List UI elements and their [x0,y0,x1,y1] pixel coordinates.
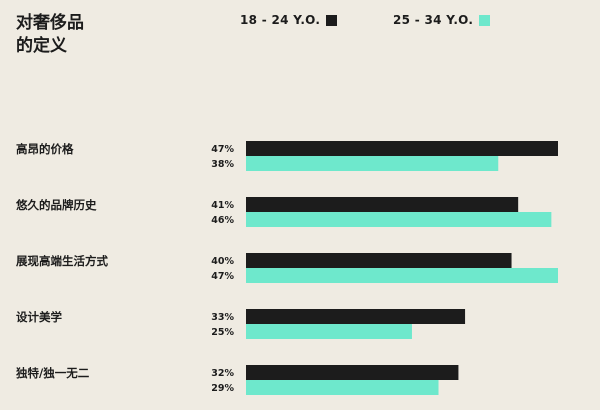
legend-swatch-18-24 [326,14,338,26]
legend-swatch-25-34 [479,14,491,26]
bar [246,141,558,156]
value-label: 38% [211,159,234,170]
bar [246,156,499,171]
value-label: 41% [211,200,234,211]
legend-item-25-34: 25 - 34 Y.O. [393,13,491,27]
value-label: 46% [211,215,234,226]
bar [246,253,512,268]
bar [246,268,558,283]
chart-title: 对奢侈品 的定义 [16,12,84,58]
value-label: 47% [211,271,234,282]
legend-item-18-24: 18 - 24 Y.O. [240,13,338,27]
value-label: 29% [211,383,234,394]
value-label: 32% [211,368,234,379]
category-label: 设计美学 [16,310,62,324]
category-label: 独特/独一无二 [16,366,90,380]
value-label: 25% [211,327,234,338]
bar [246,197,519,212]
bar [246,324,412,339]
bar [246,380,439,395]
chart-title-line-1: 对奢侈品 [16,13,84,33]
value-label: 40% [211,256,234,267]
value-label: 33% [211,312,234,323]
legend-label-25-34: 25 - 34 Y.O. [393,13,474,27]
category-label: 悠久的品牌历史 [15,198,97,212]
category-label: 展现高端生活方式 [15,254,108,268]
legend-label-18-24: 18 - 24 Y.O. [240,13,321,27]
value-label: 47% [211,144,234,155]
category-label: 高昂的价格 [16,142,74,156]
bar [246,309,466,324]
bar [246,212,552,227]
bar [246,365,459,380]
chart-title-line-2: 的定义 [16,36,67,56]
